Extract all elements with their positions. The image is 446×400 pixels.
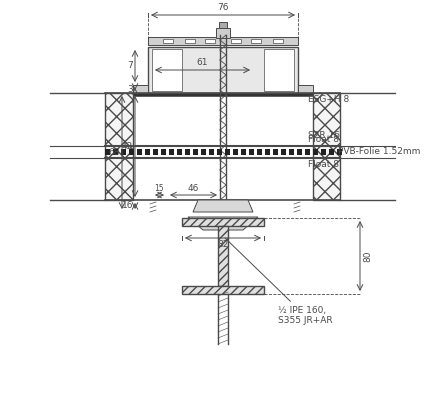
Bar [148, 47, 298, 93]
Bar [305, 149, 310, 155]
Bar [241, 149, 246, 155]
Bar [185, 149, 190, 155]
Bar [163, 39, 173, 43]
Bar [273, 39, 283, 43]
Bar [201, 149, 206, 155]
Bar [251, 39, 261, 43]
Text: Float 8: Float 8 [308, 160, 339, 169]
Bar [225, 149, 230, 155]
Bar [313, 149, 318, 155]
Bar [182, 218, 264, 226]
Text: ESG+H 8: ESG+H 8 [308, 95, 349, 104]
Bar [205, 39, 215, 43]
Bar [329, 149, 334, 155]
Bar [264, 49, 294, 91]
Bar [337, 149, 342, 155]
Polygon shape [298, 85, 313, 93]
Bar [321, 149, 326, 155]
Bar [313, 93, 340, 200]
Text: 16: 16 [121, 202, 133, 210]
Text: ½ IPE 160,
S355 JR+AR: ½ IPE 160, S355 JR+AR [225, 238, 333, 326]
Text: 7: 7 [127, 62, 133, 70]
Bar [231, 39, 241, 43]
Text: 15: 15 [154, 184, 164, 193]
Text: 76: 76 [217, 3, 229, 12]
Bar [105, 93, 133, 200]
Bar [216, 28, 230, 38]
Bar [233, 149, 238, 155]
Bar [281, 149, 286, 155]
Bar [249, 149, 254, 155]
Bar [217, 149, 222, 155]
Bar [153, 149, 158, 155]
Text: 46: 46 [188, 184, 199, 193]
Bar [121, 149, 126, 155]
Bar [273, 149, 278, 155]
Bar [297, 149, 302, 155]
Bar [289, 149, 294, 155]
Bar [218, 226, 228, 286]
Bar [105, 149, 110, 155]
Bar [129, 149, 134, 155]
Bar [152, 49, 182, 91]
Bar [137, 149, 142, 155]
Polygon shape [193, 200, 253, 212]
Polygon shape [133, 85, 148, 93]
Bar [148, 37, 298, 45]
Text: Float 8: Float 8 [308, 135, 339, 144]
Bar [209, 149, 214, 155]
Text: 68: 68 [108, 148, 120, 157]
Text: 61: 61 [197, 58, 208, 67]
Text: 82: 82 [217, 240, 229, 249]
Bar [177, 149, 182, 155]
Bar [161, 149, 166, 155]
Bar [113, 149, 118, 155]
Text: S2R 16: S2R 16 [308, 131, 340, 140]
Bar [182, 286, 264, 294]
Bar [193, 149, 198, 155]
Bar [219, 22, 227, 28]
Bar [257, 149, 262, 155]
Text: PVB-Folie 1.52mm: PVB-Folie 1.52mm [338, 148, 421, 156]
Text: 80: 80 [363, 250, 372, 262]
Polygon shape [188, 217, 258, 230]
Text: 3: 3 [127, 84, 133, 94]
Bar [133, 93, 313, 96]
Bar [145, 149, 150, 155]
Bar [169, 149, 174, 155]
Bar [185, 39, 195, 43]
Text: 42: 42 [122, 142, 133, 151]
Bar [265, 149, 270, 155]
